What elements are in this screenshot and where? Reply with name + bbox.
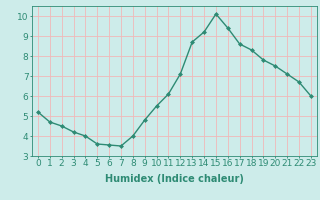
X-axis label: Humidex (Indice chaleur): Humidex (Indice chaleur): [105, 174, 244, 184]
